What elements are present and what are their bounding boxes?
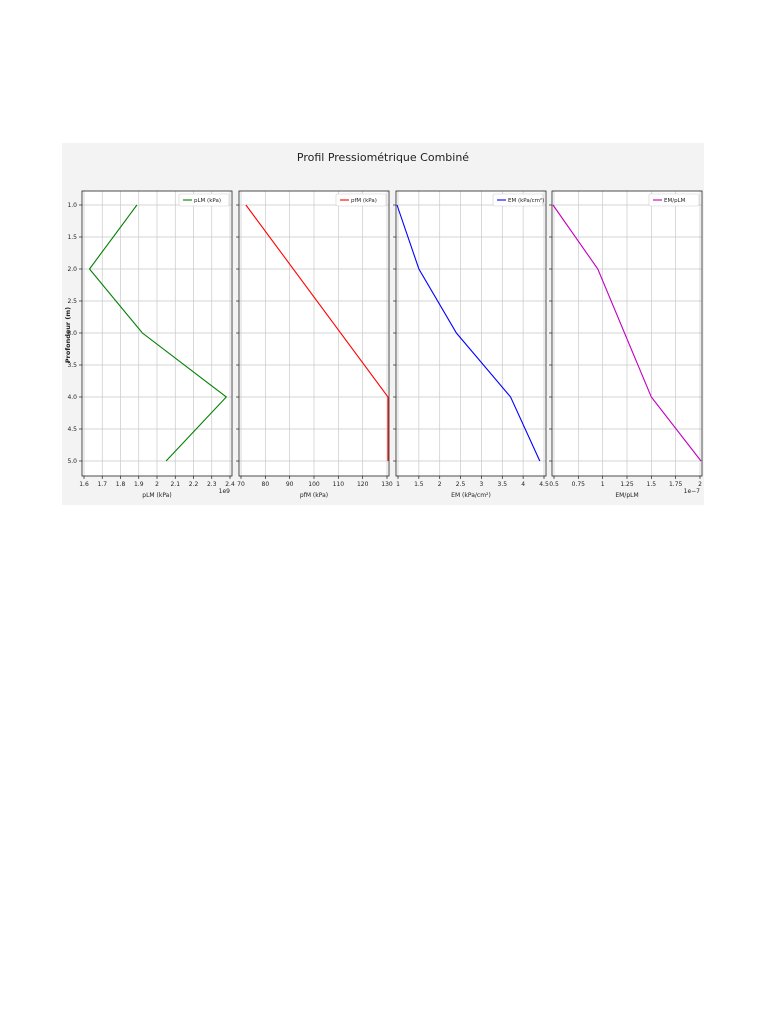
x-tick-label: 2 (698, 481, 702, 488)
figure-title: Profil Pressiométrique Combiné (297, 151, 469, 164)
x-offset-label: 1e9 (219, 488, 231, 495)
y-tick-label: 1.0 (67, 202, 77, 209)
legend-label: pfM (kPa) (351, 198, 377, 204)
y-tick-label: 5.0 (67, 458, 77, 465)
x-tick-label: 1.6 (79, 481, 89, 488)
x-tick-label: 0.75 (572, 481, 586, 488)
x-tick-label: 2.2 (189, 481, 199, 488)
x-tick-label: 90 (286, 481, 294, 488)
legend-box (648, 193, 700, 207)
panel-2: 70 80 90 100 110 120 130 pfM (kPa) pfM (kPa) (236, 190, 393, 499)
x-tick-label: 3 (480, 481, 484, 488)
x-tick-label: 80 (262, 481, 270, 488)
series-line (552, 204, 702, 462)
axes-frame (81, 190, 233, 477)
y-tick-label: 3.5 (67, 362, 77, 369)
x-tick-label: 70 (237, 481, 245, 488)
x-tick-label: 1.7 (97, 481, 107, 488)
legend-label: EM (kPa/cm²) (508, 197, 544, 204)
x-tick-label: 2.5 (456, 481, 466, 488)
legend-box (335, 193, 387, 207)
y-tick-label: 3.0 (67, 330, 77, 337)
axes-frame (238, 190, 390, 477)
x-tick-label: 1.5 (414, 481, 424, 488)
legend-label: EM/pLM (664, 198, 686, 204)
legend-box (178, 193, 230, 207)
y-tick-label: 4.5 (67, 426, 77, 433)
x-tick-label: 0.5 (549, 481, 559, 488)
x-tick-label: 2 (155, 481, 159, 488)
y-axis-label: Profondeur (m) (64, 307, 72, 363)
x-tick-label: 1 (396, 481, 400, 488)
figure-canvas: Profil Pressiométrique Combiné Profondeu… (64, 151, 703, 499)
x-tick-label: 3.5 (498, 481, 508, 488)
x-tick-label: 2.3 (207, 481, 217, 488)
panel-1: 1.0 1.5 2.0 2.5 3.0 3.5 4.0 4.5 5.0 1.6 1.7 1.8 1.9 2… (67, 190, 235, 499)
x-tick-label: 1 (601, 481, 605, 488)
x-offset-label: 1e−7 (684, 488, 701, 495)
legend-label: pLM (kPa) (194, 198, 221, 204)
x-tick-label: 1.9 (134, 481, 144, 488)
y-tick-label: 1.5 (67, 234, 77, 241)
y-tick-label: 4.0 (67, 394, 77, 401)
x-tick-label: 2.4 (225, 481, 235, 488)
axes-frame (551, 190, 703, 477)
series-line (396, 204, 541, 462)
x-tick-label: 1.5 (647, 481, 657, 488)
series-line (88, 204, 228, 462)
x-axis-label: pfM (kPa) (300, 492, 328, 499)
x-axis-label: pLM (kPa) (142, 492, 171, 499)
x-axis-label: EM (kPa/cm²) (451, 492, 491, 499)
x-tick-label: 110 (333, 481, 345, 488)
panel-4: 0.5 0.75 1 1.25 1.5 1.75 2 EM/pLM 1e−7 EM/pLM (549, 190, 703, 499)
axes-frame (395, 190, 547, 477)
x-tick-label: 2.1 (170, 481, 180, 488)
x-tick-label: 4 (521, 481, 525, 488)
x-tick-label: 100 (308, 481, 320, 488)
plot-area (396, 191, 546, 476)
x-tick-label: 130 (381, 481, 393, 488)
panel-3: 1 1.5 2 2.5 3 3.5 4 4.5 EM (kPa/cm²) EM (kPa/cm²) (393, 190, 549, 499)
x-tick-label: 1.25 (620, 481, 634, 488)
x-axis-label: EM/pLM (615, 492, 638, 499)
x-tick-label: 120 (357, 481, 369, 488)
x-tick-label: 2 (438, 481, 442, 488)
x-tick-label: 1.8 (116, 481, 126, 488)
series-line (245, 204, 389, 461)
panels: 1.0 1.5 2.0 2.5 3.0 3.5 4.0 4.5 5.0 1.6 1.7 1.8 1.9 2… (67, 190, 703, 499)
y-tick-label: 2.0 (67, 266, 77, 273)
x-tick-label: 1.75 (669, 481, 683, 488)
figure: Profil Pressiométrique Combiné Profondeu… (62, 143, 704, 505)
y-tick-label: 2.5 (67, 298, 77, 305)
legend-box (492, 193, 544, 207)
x-tick-label: 4.5 (539, 481, 549, 488)
